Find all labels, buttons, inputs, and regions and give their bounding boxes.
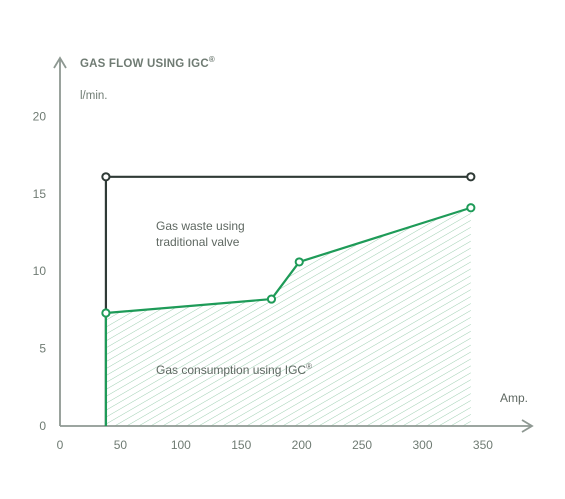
consumption-annotation-superscript: ® bbox=[306, 362, 312, 371]
consumption-annotation: Gas consumption using IGC® bbox=[156, 362, 312, 377]
consumption-area bbox=[105, 207, 471, 426]
x-axis-unit: Amp. bbox=[500, 391, 528, 405]
igc-consumption-point bbox=[266, 294, 277, 304]
waste-annotation-line2: traditional valve bbox=[156, 235, 240, 249]
traditional-valve-point bbox=[101, 172, 111, 182]
x-axis-arrow bbox=[521, 419, 534, 433]
igc-consumption-point bbox=[466, 203, 476, 213]
igc-consumption-point bbox=[101, 308, 111, 318]
x-tick-label: 0 bbox=[57, 438, 64, 452]
area-layer bbox=[105, 207, 471, 426]
igc-consumption-point bbox=[294, 257, 304, 267]
consumption-annotation-text: Gas consumption using IGC bbox=[156, 363, 306, 377]
waste-annotation-line1: Gas waste using bbox=[156, 219, 245, 233]
x-tick-label: 50 bbox=[114, 438, 128, 452]
traditional-valve-point bbox=[466, 172, 476, 182]
x-tick-label: 150 bbox=[231, 438, 251, 452]
y-tick-label: 15 bbox=[33, 187, 47, 201]
y-axis-arrow bbox=[53, 56, 67, 69]
marker-layer bbox=[101, 172, 476, 318]
axis-layer bbox=[53, 56, 534, 433]
chart-title: GAS FLOW USING IGC® bbox=[80, 55, 215, 70]
x-tick-label: 300 bbox=[412, 438, 432, 452]
y-tick-label: 5 bbox=[39, 342, 46, 356]
y-tick-label: 20 bbox=[33, 109, 47, 123]
chart-title-superscript: ® bbox=[209, 55, 215, 64]
x-tick-label: 350 bbox=[473, 438, 493, 452]
x-tick-label: 100 bbox=[171, 438, 191, 452]
y-tick-label: 10 bbox=[33, 264, 47, 278]
tick-layer: 0 50 100 150 200 250 300 350 0 5 10 15 20 bbox=[33, 109, 494, 452]
x-tick-label: 250 bbox=[352, 438, 372, 452]
x-tick-label: 200 bbox=[292, 438, 312, 452]
y-axis-unit: l/min. bbox=[80, 90, 107, 102]
chart-title-main: GAS FLOW USING IGC bbox=[80, 58, 209, 70]
y-tick-label: 0 bbox=[39, 419, 46, 433]
